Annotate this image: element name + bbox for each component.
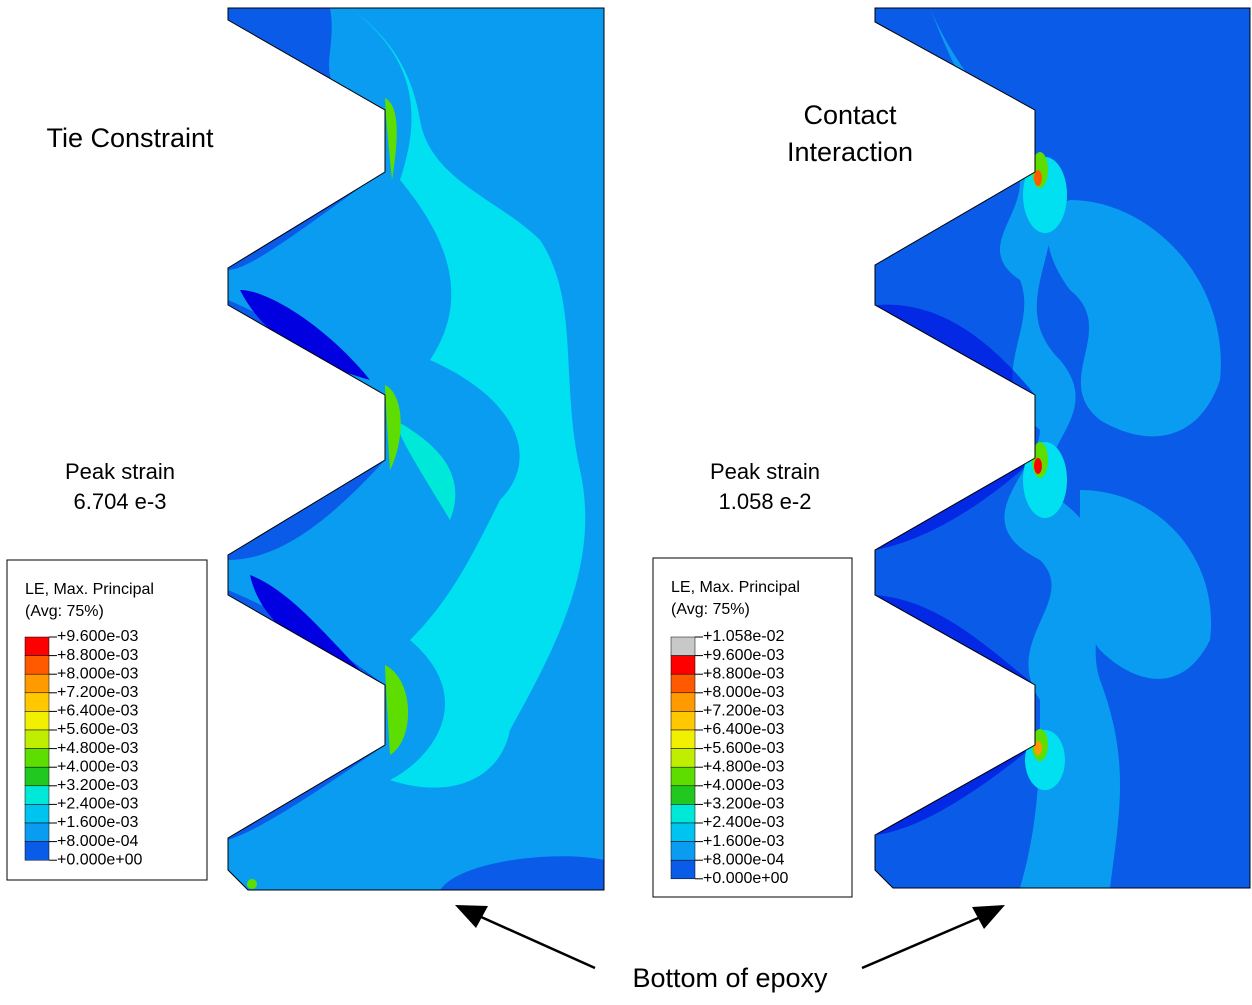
legend-label: +7.200e-03 — [57, 684, 139, 701]
legend-swatch — [671, 693, 695, 712]
legend-label: +8.800e-03 — [57, 647, 139, 664]
legend-swatch — [671, 823, 695, 842]
legend-swatch — [671, 860, 695, 879]
annotation: Bottom of epoxy — [632, 963, 828, 993]
legend-swatch — [25, 804, 49, 823]
legend-label: +0.000e+00 — [703, 870, 789, 887]
legend-swatch — [25, 730, 49, 749]
legend-title: LE, Max. Principal — [25, 581, 154, 598]
legend-swatch — [25, 637, 49, 656]
legend-swatch — [671, 749, 695, 768]
legend-label: +3.200e-03 — [57, 777, 139, 794]
legend-swatch — [671, 804, 695, 823]
legend-label: +1.600e-03 — [57, 814, 139, 831]
legend-title: (Avg: 75%) — [25, 603, 104, 620]
peak-value: 6.704 e-3 — [74, 489, 167, 514]
contour-plot-right — [870, 0, 1252, 900]
legend-label: +4.000e-03 — [703, 777, 785, 794]
legend-label: +6.400e-03 — [703, 721, 785, 738]
legend-swatch — [25, 767, 49, 786]
legend-label: +4.800e-03 — [703, 758, 785, 775]
legend-swatch — [671, 656, 695, 675]
legend-swatch — [671, 767, 695, 786]
legend-swatch — [25, 693, 49, 712]
legend-label: +8.000e-03 — [703, 684, 785, 701]
legend-swatch — [25, 656, 49, 675]
legend-label: +8.000e-03 — [57, 665, 139, 682]
arrows — [455, 905, 1005, 968]
legend-title: (Avg: 75%) — [671, 601, 750, 618]
legend-label: +6.400e-03 — [57, 703, 139, 720]
peak-label: Peak strain — [65, 459, 175, 484]
legend-swatch — [25, 711, 49, 730]
legend-label: +3.200e-03 — [703, 796, 785, 813]
panel-title: Interaction — [787, 137, 913, 167]
legend-label: +1.058e-02 — [703, 628, 785, 645]
legend-label: +2.400e-03 — [57, 796, 139, 813]
legend-swatch — [25, 674, 49, 693]
legend-label: +8.800e-03 — [703, 665, 785, 682]
panel-title: Tie Constraint — [46, 123, 214, 153]
legend-label: +7.200e-03 — [703, 703, 785, 720]
legend-label: +9.600e-03 — [703, 647, 785, 664]
legend-label: +5.600e-03 — [703, 740, 785, 757]
legend-swatch — [671, 711, 695, 730]
legend-swatch — [25, 749, 49, 768]
peak-value: 1.058 e-2 — [719, 489, 812, 514]
legend-label: +9.600e-03 — [57, 628, 139, 645]
legend-swatch — [671, 842, 695, 861]
legend-swatch — [25, 842, 49, 861]
panel-title: Contact — [803, 100, 897, 130]
legend-swatch — [671, 786, 695, 805]
legend-swatch — [671, 674, 695, 693]
legend-title: LE, Max. Principal — [671, 579, 800, 596]
legend-label: +1.600e-03 — [703, 833, 785, 850]
legend-label: +0.000e+00 — [57, 851, 143, 868]
legend-swatch — [671, 637, 695, 656]
legend-label: +2.400e-03 — [703, 814, 785, 831]
peak-label: Peak strain — [710, 459, 820, 484]
legend-swatch — [25, 823, 49, 842]
legend-label: +4.000e-03 — [57, 758, 139, 775]
legend-label: +8.000e-04 — [57, 833, 139, 850]
legend-swatch — [25, 786, 49, 805]
legend-swatch — [671, 730, 695, 749]
figure: Bottom of epoxy Tie Constraint Peak strai… — [0, 0, 1252, 1000]
legend-label: +5.600e-03 — [57, 721, 139, 738]
legend-label: +4.800e-03 — [57, 740, 139, 757]
contour-plot-left — [220, 0, 610, 900]
legend-label: +8.000e-04 — [703, 851, 785, 868]
